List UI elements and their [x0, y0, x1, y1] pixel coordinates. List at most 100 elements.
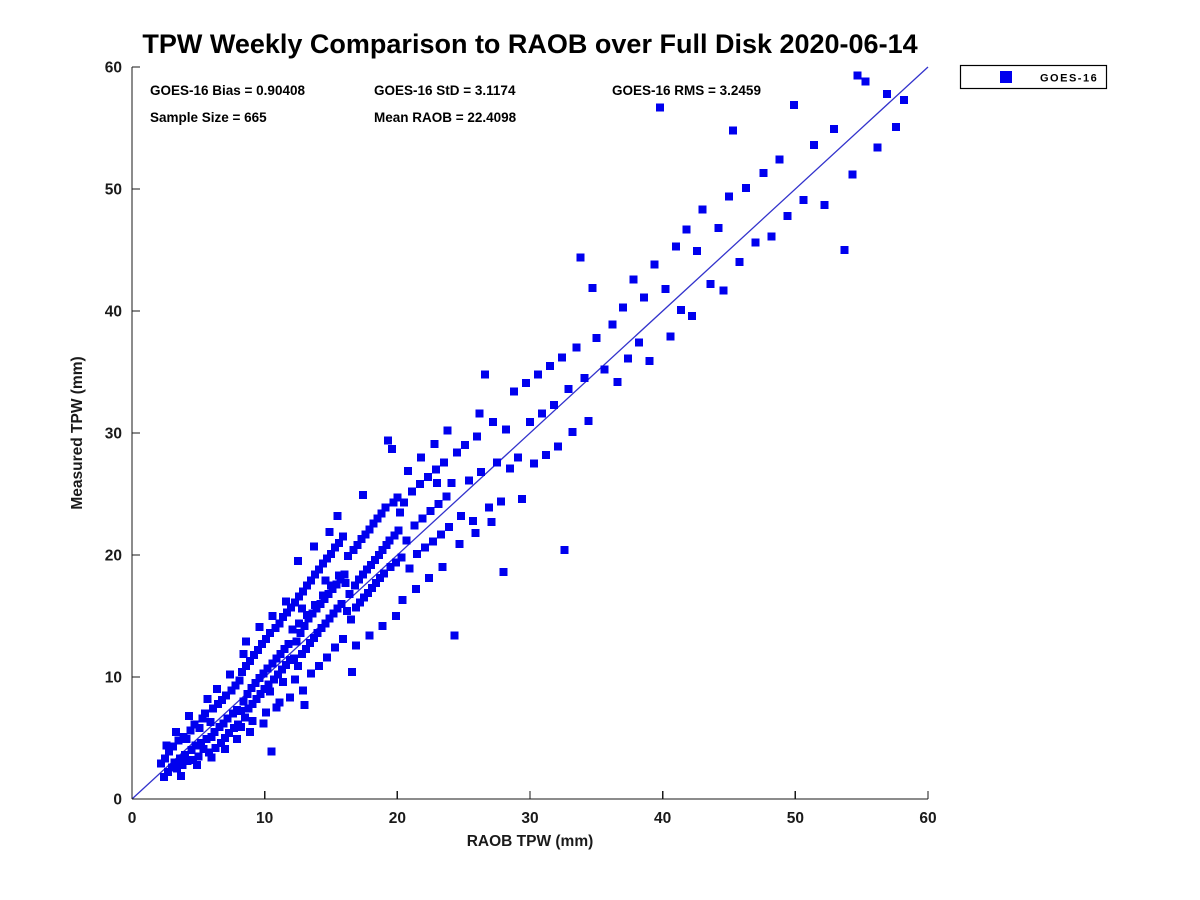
data-point: [239, 697, 248, 706]
data-point: [220, 734, 229, 742]
data-point: [434, 499, 443, 508]
data-point: [159, 773, 168, 782]
data-point: [315, 565, 324, 574]
data-point: [256, 690, 265, 699]
data-point: [252, 694, 261, 703]
data-point: [161, 754, 170, 763]
y-tick-label: 50: [105, 182, 122, 199]
data-point: [329, 609, 338, 618]
data-point: [223, 714, 232, 723]
data-point: [191, 741, 200, 750]
data-point: [207, 753, 216, 762]
data-point: [742, 183, 751, 192]
data-point: [471, 529, 480, 538]
data-point: [319, 559, 328, 568]
data-point: [308, 609, 317, 618]
data-point: [319, 591, 328, 600]
data-point: [357, 535, 366, 544]
data-point: [671, 242, 680, 251]
data-point: [218, 696, 227, 705]
data-point: [492, 458, 501, 467]
data-point: [608, 320, 617, 329]
data-point: [395, 508, 404, 517]
data-point: [311, 570, 320, 579]
data-point: [293, 662, 302, 671]
data-point: [167, 763, 176, 772]
data-point: [227, 686, 236, 695]
data-point: [242, 637, 251, 646]
data-point: [553, 442, 562, 451]
data-point: [378, 546, 387, 555]
data-point: [327, 581, 335, 590]
x-tick-label: 40: [654, 810, 671, 827]
data-point: [193, 760, 202, 769]
data-point: [475, 409, 484, 418]
data-point: [417, 453, 426, 462]
data-point: [564, 385, 573, 394]
data-point: [321, 619, 330, 628]
data-point: [873, 143, 882, 152]
data-point: [892, 122, 901, 131]
data-point: [224, 729, 233, 738]
data-point: [640, 293, 649, 302]
x-axis-title: RAOB TPW (mm): [467, 833, 594, 850]
stat-bias: GOES-16 Bias = 0.90408: [150, 83, 305, 98]
data-point: [272, 703, 281, 712]
data-point: [634, 338, 643, 347]
data-point: [431, 465, 440, 474]
data-point: [415, 480, 424, 489]
data-point: [354, 575, 363, 584]
data-point: [316, 599, 325, 608]
data-point: [365, 525, 374, 534]
data-point: [438, 563, 447, 572]
data-point: [216, 738, 225, 747]
data-point: [271, 624, 280, 633]
data-point: [325, 527, 334, 536]
data-point: [238, 668, 247, 677]
data-point: [202, 735, 211, 744]
data-point: [460, 441, 469, 450]
data-point: [677, 305, 686, 314]
data-point: [809, 141, 818, 150]
y-axis-title: Measured TPW (mm): [69, 356, 86, 509]
data-point: [265, 687, 274, 696]
data-point: [557, 353, 566, 362]
data-point: [279, 677, 288, 686]
data-point: [338, 635, 347, 644]
data-point: [572, 343, 581, 352]
data-point: [281, 660, 290, 669]
data-point: [203, 694, 212, 703]
data-point: [231, 681, 240, 690]
data-point: [390, 531, 399, 540]
data-point: [502, 425, 511, 434]
data-point: [268, 612, 277, 620]
data-point: [325, 614, 334, 623]
data-point: [443, 426, 452, 435]
legend-box: [959, 64, 1108, 90]
data-point: [398, 596, 407, 605]
data-point: [352, 641, 361, 650]
stat-sample-size: Sample Size = 665: [150, 110, 267, 125]
data-point: [280, 644, 289, 653]
data-point: [687, 311, 696, 320]
legend: GOES-16: [959, 64, 1108, 90]
data-point: [346, 615, 355, 624]
data-point: [522, 378, 531, 387]
axes: [131, 66, 929, 800]
data-point: [362, 565, 371, 574]
data-point: [170, 758, 179, 767]
data-point: [783, 211, 792, 220]
data-point: [165, 747, 174, 756]
data-point: [327, 549, 335, 558]
data-point: [284, 640, 293, 649]
data-point: [297, 649, 306, 658]
data-point: [288, 625, 297, 634]
data-point: [195, 724, 204, 733]
data-point: [303, 610, 312, 619]
data-point: [384, 436, 393, 445]
x-tick-label: 10: [256, 810, 273, 827]
data-point: [246, 727, 255, 736]
data-point: [549, 400, 558, 409]
data-point: [236, 723, 245, 732]
data-point: [272, 654, 281, 663]
